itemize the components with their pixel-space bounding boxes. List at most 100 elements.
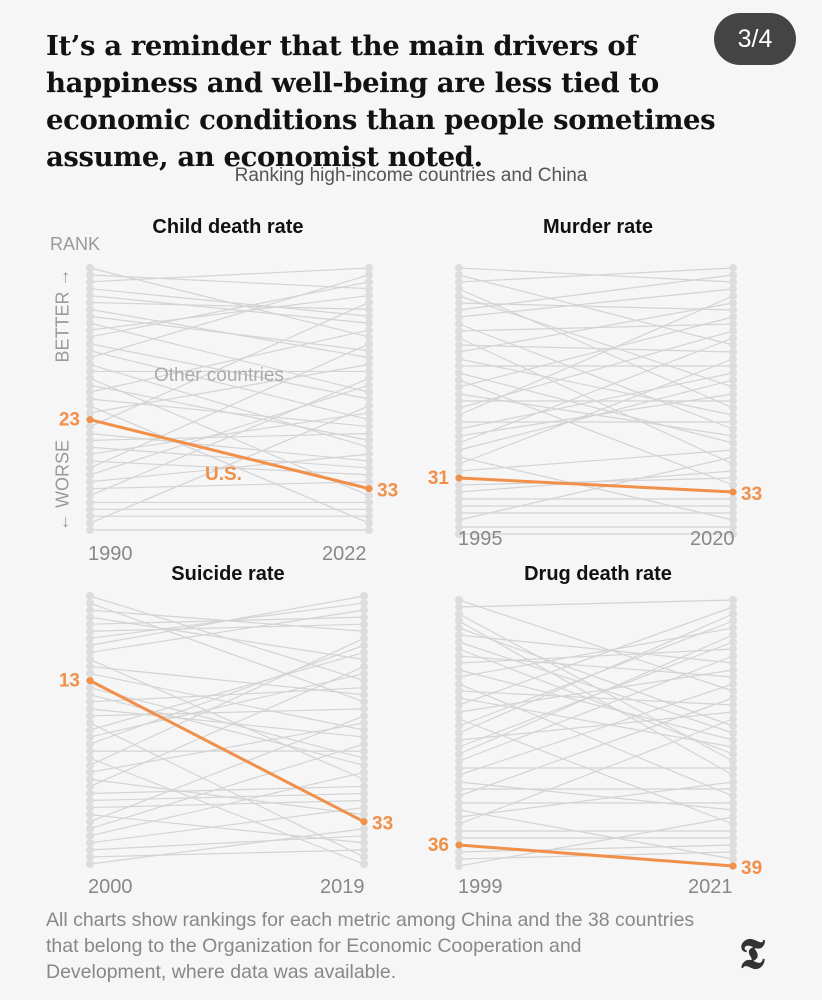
rank-dot xyxy=(729,453,737,461)
rank-dot xyxy=(455,659,463,667)
rank-dot xyxy=(86,852,94,861)
rank-dot xyxy=(729,673,737,681)
rank-dot xyxy=(360,796,368,805)
rank-dot xyxy=(86,704,94,713)
rank-dot xyxy=(365,305,373,314)
other-country-line xyxy=(458,288,734,318)
year-start: 1999 xyxy=(458,876,503,898)
rank-dot xyxy=(455,355,463,363)
other-country-line xyxy=(458,627,734,678)
rank-dot xyxy=(455,806,463,814)
other-country-line xyxy=(458,781,734,818)
rank-dot xyxy=(360,648,368,657)
rank-dot xyxy=(455,799,463,807)
rank-dot xyxy=(86,669,94,678)
panel-title-murder: Murder rate xyxy=(542,216,654,238)
rank-dot xyxy=(86,627,94,636)
other-country-line xyxy=(89,708,365,738)
rank-dot xyxy=(455,638,463,646)
other-country-line xyxy=(458,781,734,811)
rank-dot xyxy=(729,495,737,503)
rank-dot xyxy=(86,498,94,507)
rank-dot xyxy=(729,362,737,370)
other-country-line xyxy=(458,718,734,825)
rank-dot xyxy=(455,715,463,723)
rank-dot xyxy=(86,860,94,868)
rank-dot xyxy=(365,381,373,390)
rank-dot xyxy=(86,747,94,756)
rank-dot xyxy=(86,374,94,383)
rank-dot xyxy=(729,446,737,454)
rank-dot xyxy=(455,792,463,800)
other-country-line xyxy=(89,384,370,476)
other-country-line xyxy=(89,412,370,455)
other-country-line xyxy=(458,655,734,762)
rank-dot xyxy=(455,502,463,510)
other-country-line xyxy=(89,785,365,795)
us-line xyxy=(89,679,365,824)
rank-dot xyxy=(729,439,737,447)
rank-dot xyxy=(86,606,94,615)
other-country-line xyxy=(89,665,365,787)
rank-dot xyxy=(729,264,737,272)
rank-dot xyxy=(455,397,463,405)
rank-dot xyxy=(455,390,463,398)
rank-dot xyxy=(729,778,737,786)
rank-dot xyxy=(729,750,737,758)
rank-dot xyxy=(455,652,463,660)
rank-dot xyxy=(86,367,94,376)
rank-dot xyxy=(86,789,94,798)
other-country-line xyxy=(458,669,734,741)
other-country-line xyxy=(89,281,370,338)
rank-dot xyxy=(360,676,368,685)
panel-title-drug: Drug death rate xyxy=(524,563,672,585)
rank-dot xyxy=(360,641,368,650)
other-country-line xyxy=(89,835,365,851)
rank-dot xyxy=(455,827,463,835)
rank-dot xyxy=(86,592,94,600)
rank-dot xyxy=(365,353,373,362)
rank-dot xyxy=(729,334,737,342)
rank-dot xyxy=(729,390,737,398)
rank-dot xyxy=(360,733,368,742)
rank-dot xyxy=(729,530,737,538)
other-country-line xyxy=(458,379,734,451)
rank-dot xyxy=(729,596,737,604)
rank-dot xyxy=(729,306,737,314)
rank-dot xyxy=(360,606,368,615)
other-country-line xyxy=(89,446,370,469)
rank-label: RANK xyxy=(50,234,101,254)
year-end: 2021 xyxy=(688,876,733,898)
us-point xyxy=(86,416,94,424)
rank-dot xyxy=(86,491,94,500)
rank-dot xyxy=(360,613,368,622)
rank-dot xyxy=(455,523,463,531)
rank-dot xyxy=(86,690,94,699)
other-country-line xyxy=(89,609,365,654)
rank-dot xyxy=(365,339,373,348)
rank-dot xyxy=(729,834,737,842)
rank-dot xyxy=(365,415,373,424)
nyt-logo: 𝕿 xyxy=(739,929,765,978)
rank-dot xyxy=(455,687,463,695)
other-country-line xyxy=(89,651,365,731)
rank-dot xyxy=(729,397,737,405)
rank-dot xyxy=(86,463,94,472)
other-country-line xyxy=(458,295,734,416)
rank-dot xyxy=(729,348,737,356)
other-country-line xyxy=(458,599,734,608)
rank-dot xyxy=(729,652,737,660)
other-country-line xyxy=(89,595,365,646)
other-country-line xyxy=(458,844,734,853)
rank-dot xyxy=(729,792,737,800)
other-country-line xyxy=(458,302,734,353)
rank-dot xyxy=(729,610,737,618)
rank-dot xyxy=(86,388,94,397)
rank-dot xyxy=(86,360,94,369)
rank-dot xyxy=(86,436,94,445)
rank-dot xyxy=(455,446,463,454)
year-start: 2000 xyxy=(88,876,133,898)
rank-dot xyxy=(455,369,463,377)
other-country-line xyxy=(458,634,734,664)
rank-dot xyxy=(455,509,463,517)
